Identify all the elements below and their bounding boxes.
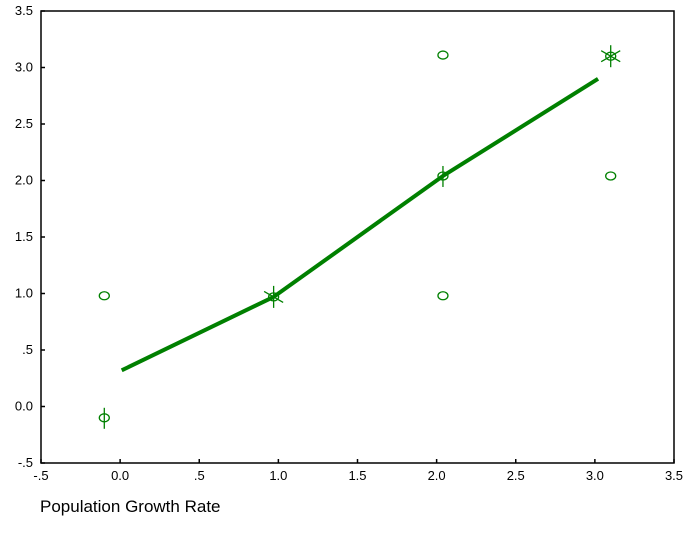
x-tick-label: .5 bbox=[194, 468, 205, 480]
y-tick-label: 3.5 bbox=[15, 3, 33, 18]
point-circle bbox=[437, 291, 449, 301]
data-point bbox=[600, 45, 621, 68]
y-tick-label: 3.0 bbox=[15, 60, 33, 75]
x-tick-label: 2.5 bbox=[507, 468, 525, 480]
point-circle bbox=[437, 50, 449, 60]
fit-line bbox=[120, 77, 600, 373]
x-tick-label: 2.0 bbox=[428, 468, 446, 480]
x-axis-title: Population Growth Rate bbox=[40, 497, 221, 516]
x-tick-label: 1.0 bbox=[269, 468, 287, 480]
point-circle bbox=[98, 291, 110, 301]
y-tick-label: 1.5 bbox=[15, 229, 33, 244]
x-tick-label: 3.5 bbox=[665, 468, 683, 480]
x-tick-label: 0.0 bbox=[111, 468, 129, 480]
x-tick-label: -.5 bbox=[33, 468, 48, 480]
y-tick-label: 0.0 bbox=[15, 399, 33, 414]
point-circle bbox=[605, 171, 617, 181]
data-point bbox=[263, 285, 284, 308]
y-tick-label: -.5 bbox=[18, 455, 33, 470]
y-tick-label: .5 bbox=[22, 342, 33, 357]
point-sunflower-petal bbox=[600, 50, 621, 63]
y-tick-label: 1.0 bbox=[15, 286, 33, 301]
y-tick-label: 2.5 bbox=[15, 116, 33, 131]
x-tick-label: 3.0 bbox=[586, 468, 604, 480]
data-point bbox=[437, 50, 449, 60]
data-point bbox=[437, 165, 449, 187]
data-point bbox=[98, 291, 110, 301]
point-sunflower-petal bbox=[263, 290, 284, 303]
data-point bbox=[98, 407, 110, 429]
x-tick-label: 1.5 bbox=[348, 468, 366, 480]
y-tick-label: 2.0 bbox=[15, 173, 33, 188]
data-point bbox=[605, 171, 617, 181]
data-point bbox=[437, 291, 449, 301]
scatter-chart: -.5 0.0 .5 1.0 1.5 2.0 2.5 3.0 3.5 -.5 0.0 .5 1.0 1.5… bbox=[15, 3, 683, 480]
